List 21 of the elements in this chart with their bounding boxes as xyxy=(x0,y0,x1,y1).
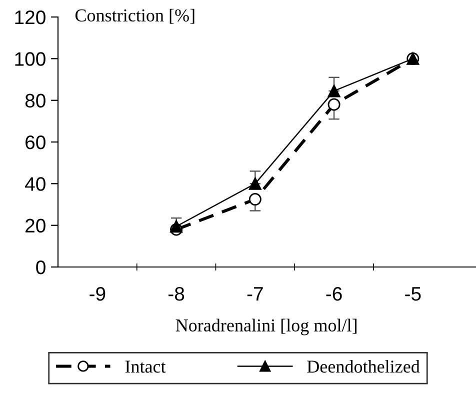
point xyxy=(248,177,262,190)
point xyxy=(248,193,262,206)
x-tick-label: -7 xyxy=(247,287,263,301)
legend-label: Deendothelized xyxy=(307,360,420,373)
x-tick-label: -6 xyxy=(326,286,342,301)
y-tick-label: 0 xyxy=(36,260,46,274)
y-axis-title: Constriction [%] xyxy=(75,8,194,24)
x-tick-label: -5 xyxy=(405,287,421,301)
x-tick-label: -8 xyxy=(168,286,184,301)
y-tick-label: 60 xyxy=(26,135,46,150)
y-tick-label: 40 xyxy=(25,177,46,191)
x-axis-title: Noradrenalini [log mol/l] xyxy=(176,318,356,336)
point xyxy=(328,84,340,98)
legend-label: Intact xyxy=(125,360,166,373)
point xyxy=(328,98,340,111)
y-tick-label: 20 xyxy=(26,218,46,233)
y-tick-label: 100 xyxy=(15,52,46,66)
x-tick-label: -9 xyxy=(90,286,106,301)
y-tick-label: 80 xyxy=(25,94,46,108)
y-tick-label: 120 xyxy=(15,10,46,24)
point xyxy=(170,220,183,233)
